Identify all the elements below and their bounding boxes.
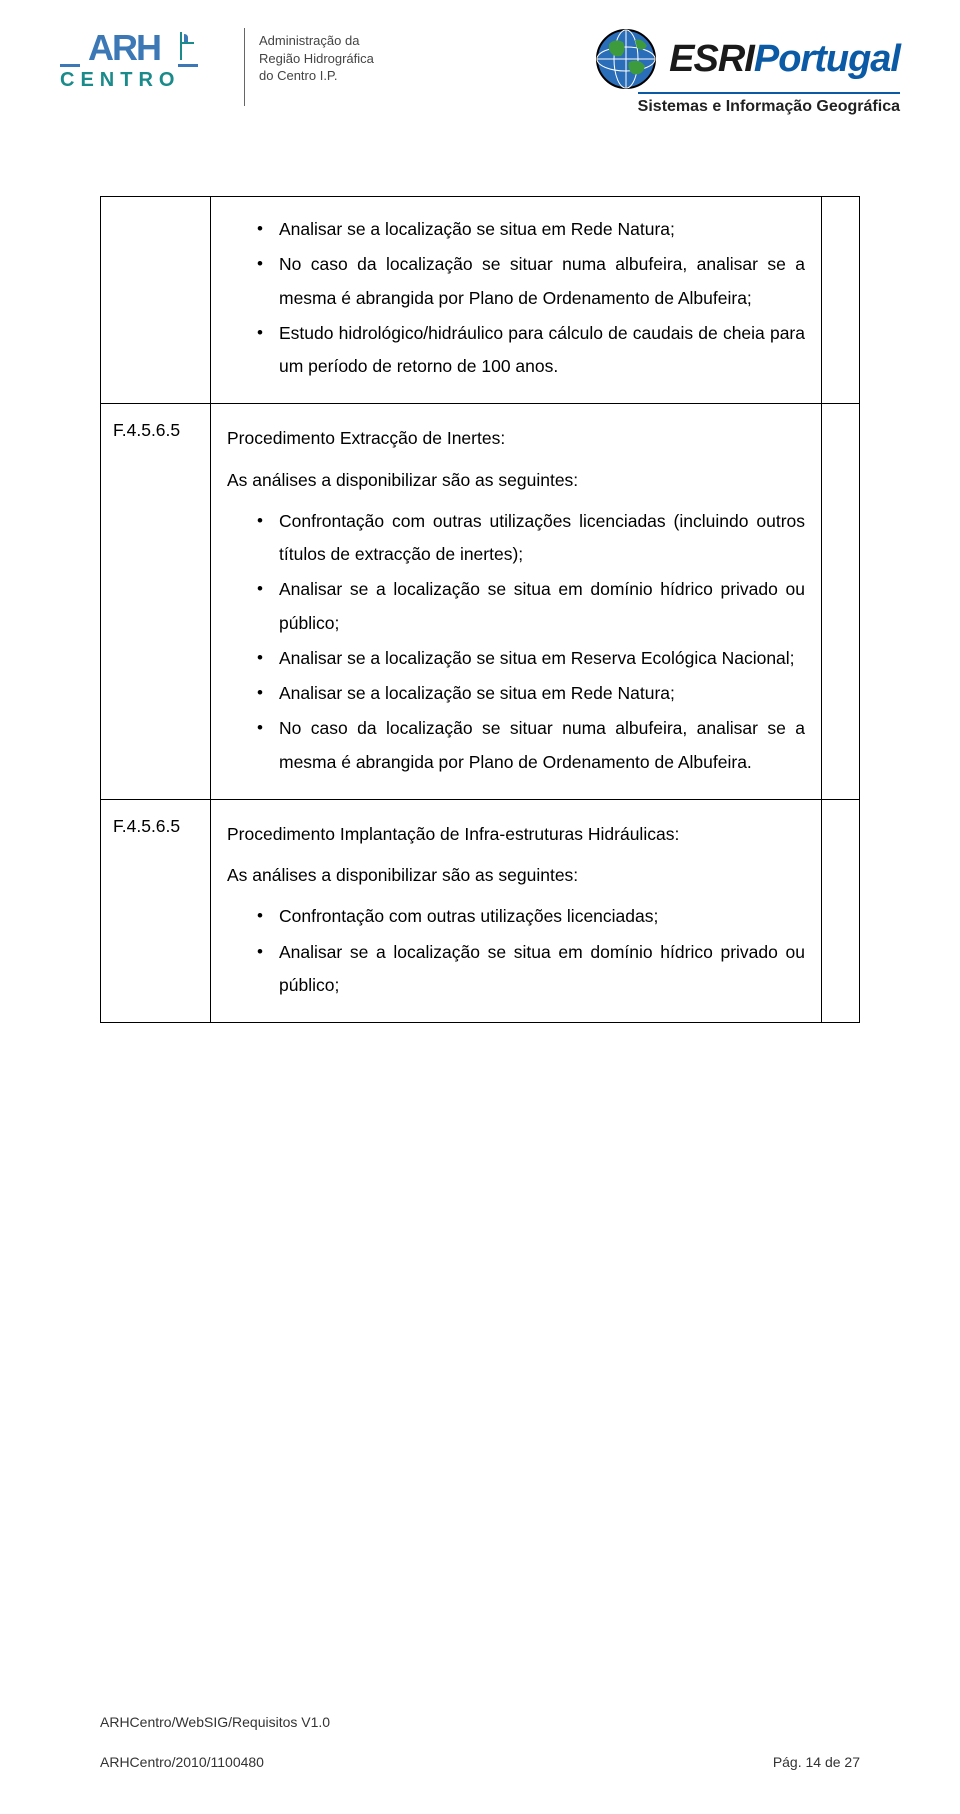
arh-sub-line: Região Hidrográfica bbox=[259, 50, 374, 68]
bullet-item: No caso da localização se situar numa al… bbox=[257, 248, 805, 315]
esri-name-part1: ESRI bbox=[669, 38, 754, 80]
arh-subtitle: Administração da Região Hidrográfica do … bbox=[259, 28, 374, 85]
requirements-table: Analisar se a localização se situa em Re… bbox=[100, 196, 860, 1023]
procedure-title: Procedimento Implantação de Infra-estrut… bbox=[227, 818, 805, 851]
footer-left: ARHCentro/2010/1100480 bbox=[100, 1754, 264, 1770]
arh-sub-line: Administração da bbox=[259, 32, 374, 50]
bullet-item: Confrontação com outras utilizações lice… bbox=[257, 900, 805, 933]
bullet-item: Confrontação com outras utilizações lice… bbox=[257, 505, 805, 572]
bullet-item: Analisar se a localização se situa em do… bbox=[257, 573, 805, 640]
row-empty-cell bbox=[822, 404, 860, 800]
footer-page-num: Pág. 14 de 27 bbox=[773, 1754, 860, 1770]
arh-sub-line: do Centro I.P. bbox=[259, 67, 374, 85]
bullet-item: Analisar se a localização se situa em Re… bbox=[257, 642, 805, 675]
bullet-list: Confrontação com outras utilizações lice… bbox=[227, 505, 805, 779]
row-empty-cell bbox=[822, 197, 860, 404]
procedure-intro: As análises a disponibilizar são as segu… bbox=[227, 859, 805, 892]
bullet-list: Analisar se a localização se situa em Re… bbox=[227, 213, 805, 383]
svg-text:CENTRO: CENTRO bbox=[60, 69, 180, 91]
bullet-item: Estudo hidrológico/hidráulico para cálcu… bbox=[257, 317, 805, 384]
row-content-cell: Procedimento Extracção de Inertes: As aná… bbox=[211, 404, 822, 800]
footer-doc-ref: ARHCentro/WebSIG/Requisitos V1.0 bbox=[100, 1714, 860, 1730]
table-row: F.4.5.6.5Procedimento Extracção de Inert… bbox=[101, 404, 860, 800]
bullet-item: No caso da localização se situar numa al… bbox=[257, 712, 805, 779]
bullet-list: Confrontação com outras utilizações lice… bbox=[227, 900, 805, 1002]
procedure-title: Procedimento Extracção de Inertes: bbox=[227, 422, 805, 455]
row-id-cell: F.4.5.6.5 bbox=[101, 799, 211, 1022]
table-row: F.4.5.6.5 Procedimento Implantação de Inf… bbox=[101, 799, 860, 1022]
table-row: Analisar se a localização se situa em Re… bbox=[101, 197, 860, 404]
row-empty-cell bbox=[822, 799, 860, 1022]
bullet-item: Analisar se a localização se situa em Re… bbox=[257, 677, 805, 710]
globe-icon bbox=[595, 28, 657, 90]
page-header: ARH CENTRO Administração da Região Hidro… bbox=[0, 0, 960, 136]
arh-centro-logo: ARH CENTRO bbox=[60, 28, 230, 96]
bullet-item: Analisar se a localização se situa em Re… bbox=[257, 213, 805, 246]
esri-wordmark: ESRIPortugal bbox=[669, 38, 900, 81]
row-id-cell: F.4.5.6.5 bbox=[101, 404, 211, 800]
row-content-cell: Analisar se a localização se situa em Re… bbox=[211, 197, 822, 404]
procedure-intro: As análises a disponibilizar são as segu… bbox=[227, 464, 805, 497]
page-content: Analisar se a localização se situa em Re… bbox=[0, 136, 960, 1023]
esri-tagline: Sistemas e Informação Geográfica bbox=[638, 92, 900, 116]
arh-logo-block: ARH CENTRO Administração da Região Hidro… bbox=[60, 28, 374, 106]
esri-logo-block: ESRIPortugal Sistemas e Informação Geogr… bbox=[595, 28, 900, 116]
row-content-cell: Procedimento Implantação de Infra-estrut… bbox=[211, 799, 822, 1022]
bullet-item: Analisar se a localização se situa em do… bbox=[257, 936, 805, 1003]
esri-name-part2: Portugal bbox=[754, 38, 900, 80]
page-footer: ARHCentro/WebSIG/Requisitos V1.0 ARHCent… bbox=[100, 1714, 860, 1770]
divider bbox=[244, 28, 245, 106]
svg-text:ARH: ARH bbox=[88, 28, 160, 68]
row-id-cell bbox=[101, 197, 211, 404]
